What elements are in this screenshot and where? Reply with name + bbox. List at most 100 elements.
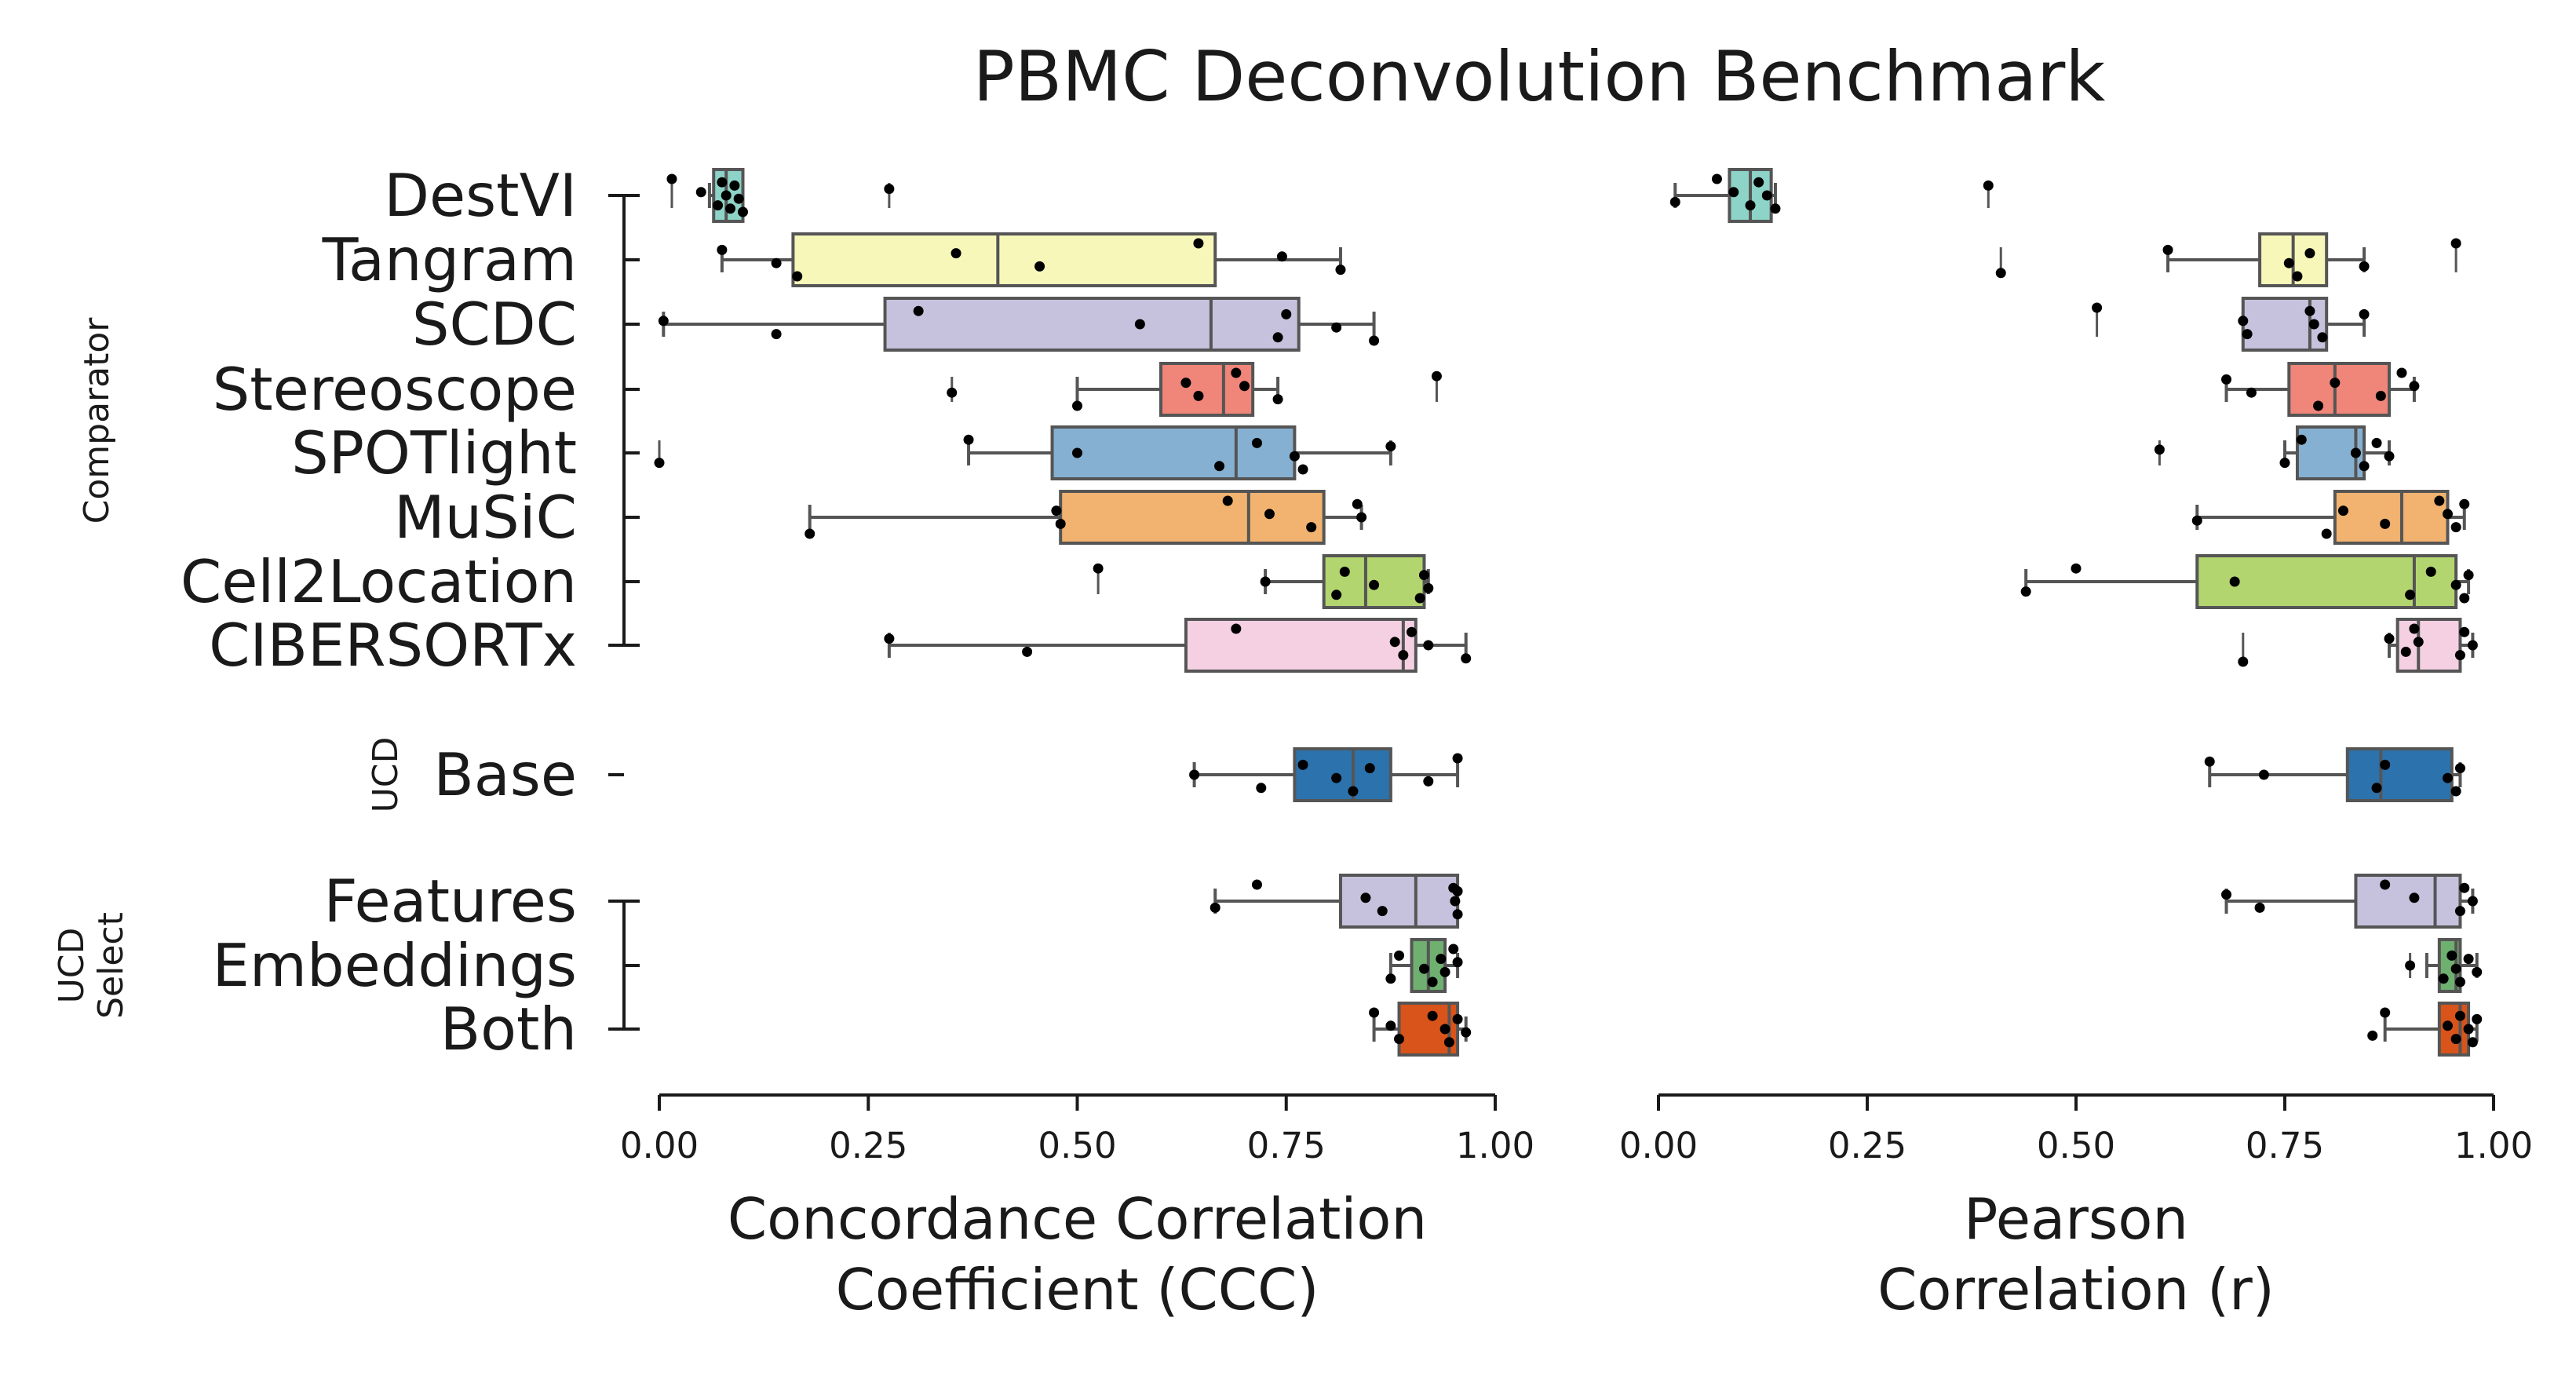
pearson-stereoscope-point bbox=[2313, 400, 2324, 411]
pearson-music-point bbox=[2191, 515, 2202, 526]
ccc-scdc-box bbox=[883, 297, 1301, 352]
ccc-cibersortx-point bbox=[1407, 626, 1417, 637]
pearson-embeddings-point bbox=[2405, 960, 2416, 971]
ccc-cibersortx-point bbox=[1022, 646, 1033, 657]
ccc-embeddings-point bbox=[1448, 944, 1459, 954]
ccc-cell2location-point bbox=[1423, 582, 1434, 593]
ccc-destvi-point bbox=[695, 187, 706, 198]
ccc-tangram-point bbox=[950, 248, 961, 259]
ccc-scdc-point bbox=[1281, 308, 1292, 319]
ccc-embeddings-point bbox=[1394, 950, 1405, 961]
ccc-spotlight-point bbox=[1385, 441, 1396, 452]
ccc-spotlight-point bbox=[1289, 451, 1300, 462]
pearson-features-point bbox=[2467, 896, 2478, 907]
ccc-embeddings-point bbox=[1436, 954, 1447, 965]
pearson-both-point bbox=[2463, 1024, 2474, 1035]
ccc-cell2location-point bbox=[1414, 593, 1425, 604]
pearson-spotlight-point bbox=[2296, 434, 2307, 445]
ccc-stereoscope-point bbox=[1193, 390, 1204, 401]
pearson-tangram-point bbox=[2359, 261, 2370, 272]
pearson-stereoscope-point bbox=[2375, 390, 2386, 401]
pearson-stereoscope-box bbox=[2287, 362, 2392, 417]
method-label-scdc: SCDC bbox=[412, 290, 577, 359]
ccc-base-point bbox=[1297, 759, 1308, 770]
pearson-spotlight-point bbox=[2384, 451, 2395, 462]
pearson-scdc-point bbox=[2308, 319, 2319, 330]
ccc-base-point bbox=[1423, 776, 1434, 787]
pearson-music-point bbox=[2459, 498, 2470, 509]
ccc-cibersortx-point bbox=[1389, 637, 1400, 648]
pearson-destvi-point bbox=[1753, 177, 1764, 188]
ccc-both-point bbox=[1461, 1027, 1472, 1038]
ccc-scdc-point bbox=[1134, 319, 1145, 330]
ccc-scdc-point bbox=[1272, 332, 1283, 343]
pearson-x-tick-label: 0.50 bbox=[2037, 1125, 2115, 1166]
group-brackets: Comparator UCD UCDSelect bbox=[52, 194, 640, 1031]
group-ucd-select-bracket bbox=[608, 900, 626, 1031]
ccc-destvi-point bbox=[721, 190, 732, 201]
ccc-x-axis-title: Coefficient (CCC) bbox=[836, 1257, 1319, 1323]
pearson-cibersortx-point bbox=[2413, 637, 2424, 648]
ccc-both-point bbox=[1369, 1007, 1380, 1018]
ccc-base-point bbox=[1348, 786, 1359, 797]
ccc-x-tick-label: 0.25 bbox=[829, 1125, 907, 1166]
ccc-spotlight-box bbox=[1050, 425, 1297, 480]
pearson-spotlight-point bbox=[2279, 458, 2290, 469]
ccc-cibersortx-point bbox=[884, 633, 895, 644]
pearson-cibersortx-point bbox=[2409, 623, 2420, 634]
pearson-music-box bbox=[2333, 490, 2450, 545]
ccc-embeddings-point bbox=[1439, 966, 1450, 977]
ccc-both-point bbox=[1394, 1034, 1405, 1045]
method-label-features: Features bbox=[324, 867, 578, 936]
group-ucd-select-label: UCDSelect bbox=[52, 912, 131, 1019]
pearson-x-tick-label: 0.75 bbox=[2246, 1125, 2324, 1166]
group-comparator-label: Comparator bbox=[77, 317, 117, 524]
method-label-cell2location: Cell2Location bbox=[181, 547, 577, 616]
ccc-scdc-point bbox=[1369, 335, 1380, 346]
pearson-features-point bbox=[2459, 882, 2470, 893]
ccc-spotlight-point bbox=[1251, 437, 1262, 448]
ccc-features-point bbox=[1452, 885, 1463, 896]
method-label-both: Both bbox=[440, 995, 577, 1064]
pearson-destvi-point bbox=[1983, 180, 1994, 191]
pearson-base-point bbox=[2450, 786, 2461, 797]
pearson-scdc-point bbox=[2304, 305, 2315, 316]
pearson-spotlight-point bbox=[2359, 461, 2370, 472]
ccc-features-point bbox=[1360, 892, 1371, 903]
ccc-both-point bbox=[1443, 1037, 1454, 1048]
ccc-music-point bbox=[1352, 498, 1363, 509]
chart-title: PBMC Deconvolution Benchmark bbox=[973, 36, 2106, 117]
pearson-x-tick-label: 0.25 bbox=[1828, 1125, 1906, 1166]
ccc-cell2location-point bbox=[1331, 589, 1342, 600]
pearson-destvi-point bbox=[1761, 190, 1772, 201]
pearson-cell2location-point bbox=[2425, 566, 2436, 577]
pearson-features-point bbox=[2409, 892, 2420, 903]
pearson-features-box bbox=[2354, 874, 2462, 929]
pearson-both-point bbox=[2380, 1007, 2391, 1018]
ccc-stereoscope-point bbox=[1231, 367, 1242, 378]
pearson-music-point bbox=[2321, 528, 2332, 539]
ccc-base-point bbox=[1452, 753, 1463, 764]
pearson-features-point bbox=[2254, 902, 2265, 913]
pearson-x-axis-title: Pearson bbox=[1964, 1186, 2188, 1252]
ccc-features-point bbox=[1210, 902, 1220, 913]
ccc-embeddings-point bbox=[1452, 957, 1463, 968]
ccc-stereoscope-box bbox=[1159, 362, 1255, 417]
pearson-cell2location-point bbox=[2450, 579, 2461, 590]
ccc-scdc-point bbox=[771, 329, 782, 340]
pearson-stereoscope-point bbox=[2221, 374, 2232, 385]
pearson-base-point bbox=[2258, 769, 2269, 780]
ccc-base-box bbox=[1293, 747, 1392, 802]
ccc-cibersortx-point bbox=[1231, 623, 1242, 634]
pearson-cibersortx-point bbox=[2384, 633, 2395, 644]
ccc-features-point bbox=[1251, 879, 1262, 890]
pearson-cell2location-point bbox=[2071, 563, 2082, 574]
pearson-tangram-point bbox=[2283, 257, 2294, 268]
ccc-cell2location-point bbox=[1260, 576, 1271, 587]
ccc-cell2location-point bbox=[1093, 563, 1104, 574]
pearson-embeddings-point bbox=[2454, 976, 2465, 987]
pearson-x-tick-label: 1.00 bbox=[2454, 1125, 2533, 1166]
ccc-cell2location-point bbox=[1418, 570, 1429, 581]
pearson-cibersortx-point bbox=[2467, 640, 2478, 651]
